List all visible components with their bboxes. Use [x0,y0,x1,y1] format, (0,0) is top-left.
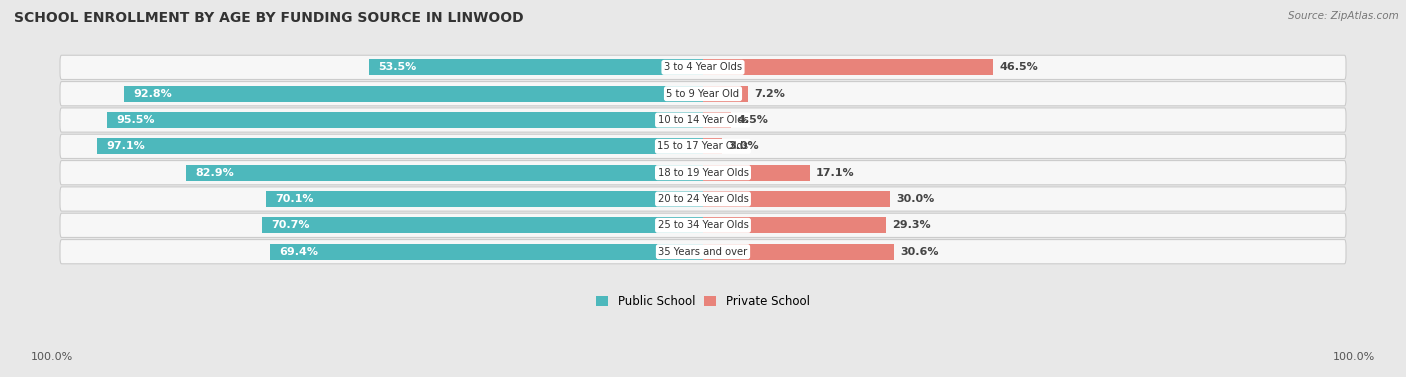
Bar [703,218,886,233]
Bar [703,60,993,75]
Bar [107,112,703,128]
Text: 15 to 17 Year Olds: 15 to 17 Year Olds [658,141,748,151]
Text: 70.7%: 70.7% [271,220,309,230]
Text: 82.9%: 82.9% [195,168,233,178]
Bar [270,244,703,260]
Bar [97,138,703,154]
Text: 100.0%: 100.0% [1333,352,1375,362]
Text: 92.8%: 92.8% [134,89,172,99]
Bar [703,138,721,154]
Bar [186,165,703,181]
Text: 4.5%: 4.5% [737,115,768,125]
Bar [703,191,890,207]
Bar [370,60,703,75]
Text: 10 to 14 Year Olds: 10 to 14 Year Olds [658,115,748,125]
Text: Source: ZipAtlas.com: Source: ZipAtlas.com [1288,11,1399,21]
Bar [703,112,731,128]
FancyBboxPatch shape [60,213,1346,238]
Text: 69.4%: 69.4% [280,247,318,257]
Bar [124,86,703,101]
Text: 30.6%: 30.6% [900,247,939,257]
Text: 97.1%: 97.1% [107,141,145,151]
Text: 70.1%: 70.1% [276,194,314,204]
FancyBboxPatch shape [60,134,1346,158]
Text: 20 to 24 Year Olds: 20 to 24 Year Olds [658,194,748,204]
Bar [703,86,748,101]
Text: SCHOOL ENROLLMENT BY AGE BY FUNDING SOURCE IN LINWOOD: SCHOOL ENROLLMENT BY AGE BY FUNDING SOUR… [14,11,523,25]
Text: 25 to 34 Year Olds: 25 to 34 Year Olds [658,220,748,230]
Text: 95.5%: 95.5% [117,115,155,125]
Text: 100.0%: 100.0% [31,352,73,362]
Text: 7.2%: 7.2% [754,89,785,99]
Text: 29.3%: 29.3% [891,220,931,230]
Text: 17.1%: 17.1% [815,168,855,178]
Bar [266,191,703,207]
FancyBboxPatch shape [60,55,1346,80]
Text: 46.5%: 46.5% [1000,62,1038,72]
Text: 53.5%: 53.5% [378,62,416,72]
FancyBboxPatch shape [60,81,1346,106]
FancyBboxPatch shape [60,187,1346,211]
FancyBboxPatch shape [60,239,1346,264]
Text: 3.0%: 3.0% [728,141,759,151]
Bar [703,165,810,181]
Bar [262,218,703,233]
Text: 5 to 9 Year Old: 5 to 9 Year Old [666,89,740,99]
Text: 35 Years and over: 35 Years and over [658,247,748,257]
Text: 30.0%: 30.0% [897,194,935,204]
Legend: Public School, Private School: Public School, Private School [592,290,814,313]
Text: 3 to 4 Year Olds: 3 to 4 Year Olds [664,62,742,72]
Text: 18 to 19 Year Olds: 18 to 19 Year Olds [658,168,748,178]
FancyBboxPatch shape [60,161,1346,185]
Bar [703,244,894,260]
FancyBboxPatch shape [60,108,1346,132]
